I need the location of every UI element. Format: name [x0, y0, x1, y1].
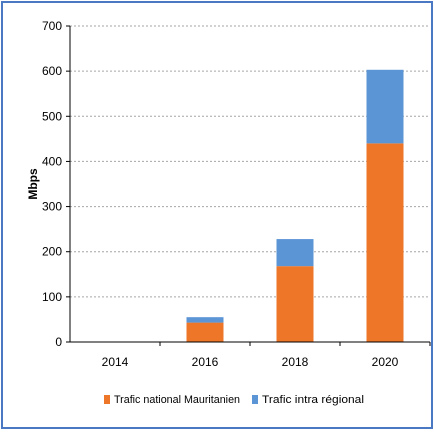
y-tick-label: 0	[55, 335, 62, 349]
legend-swatch	[104, 395, 110, 404]
x-tick-label: 2018	[282, 355, 309, 369]
bars	[186, 69, 404, 342]
x-tick-label: 2014	[102, 355, 129, 369]
bar-national-2020	[366, 143, 404, 342]
bar-intra-regional-2020	[366, 69, 404, 144]
y-tick-label: 300	[42, 200, 62, 214]
y-tick-labels: 0 100 200 300 400 500 600 700	[42, 19, 70, 349]
x-tick-labels: 2014 2016 2018 2020	[102, 342, 431, 369]
chart-border	[1, 1, 433, 429]
bar-intra-regional-2018	[276, 239, 314, 267]
y-tick-label: 500	[42, 109, 62, 123]
y-axis-label: Mbps	[26, 168, 40, 200]
legend-swatch	[252, 395, 258, 404]
bar-national-2018	[276, 266, 314, 342]
y-tick-label: 400	[42, 154, 62, 168]
bar-national-2016	[186, 322, 224, 342]
legend-label: Trafic intra régional	[262, 394, 364, 406]
x-tick-label: 2016	[192, 355, 219, 369]
legend-label: Trafic national Mauritanien	[114, 394, 240, 406]
y-tick-label: 700	[42, 19, 62, 33]
x-tick-label: 2020	[372, 355, 399, 369]
bar-intra-regional-2016	[186, 317, 224, 323]
legend: Trafic national Mauritanien Trafic intra …	[104, 394, 364, 406]
y-tick-label: 100	[42, 290, 62, 304]
y-tick-label: 600	[42, 64, 62, 78]
y-tick-label: 200	[42, 245, 62, 259]
